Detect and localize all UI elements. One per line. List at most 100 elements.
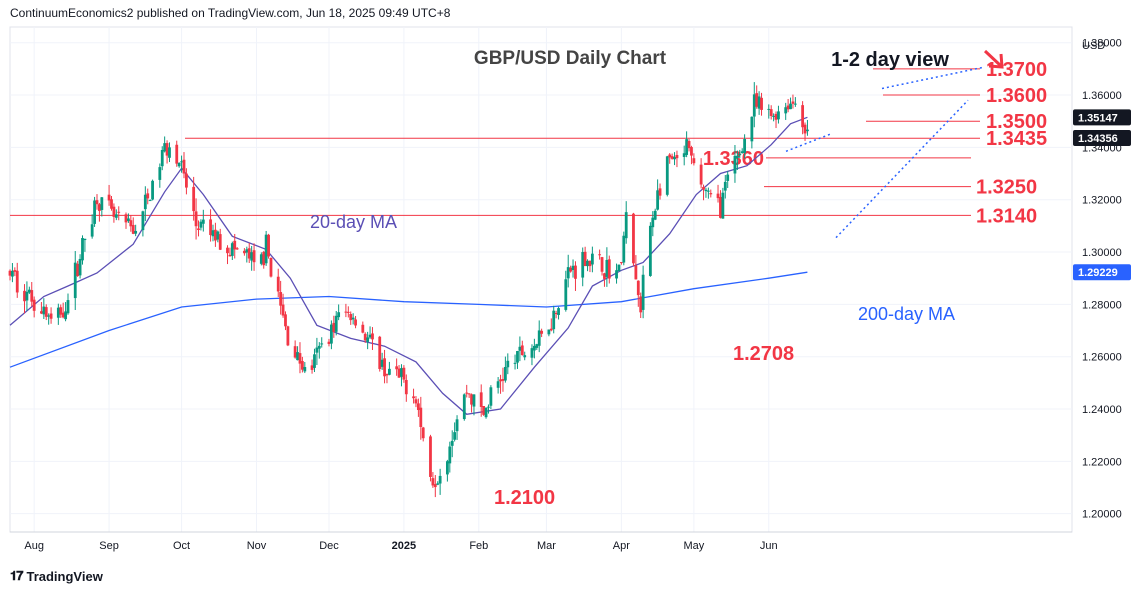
candle-body [151,180,154,200]
candle-body [598,254,602,256]
candle-body [81,238,84,261]
candle-body [438,475,442,484]
candle-body [83,238,87,241]
candle-body [482,406,486,415]
candle-body [607,259,611,279]
candle-body [247,248,251,259]
tradingview-logo-icon: 𝟏𝟕 [10,568,24,583]
level-label: 1.3435 [986,128,1047,150]
candle-body [49,313,53,319]
candle-body [571,265,575,270]
candle-body [588,260,592,267]
candle-body [368,334,372,338]
candle-body [503,366,507,381]
channel-lower [835,99,969,239]
ma20-path [9,116,808,415]
candle-body [95,200,99,205]
candle-body [552,310,556,330]
candle-body [484,407,488,418]
view-label: 1-2 day view [831,49,949,71]
candle-body [755,93,759,107]
candle-body [211,230,215,237]
candle-body [402,367,406,380]
candle-body [44,307,48,317]
candle-body [93,200,96,224]
candle-body [470,394,473,405]
candle-body [303,367,307,372]
y-tick-label: 1.22000 [1082,456,1122,468]
candle-body [685,139,689,155]
candle-body [252,250,256,263]
candle-body [199,221,203,228]
candle-body [419,407,423,428]
candle-body [267,234,270,257]
candle-body [354,319,357,326]
candle-body [383,358,386,377]
candle-body [59,307,63,315]
y-tick-label: 1.32000 [1082,195,1122,207]
candle-body [784,107,788,114]
candle-body [315,347,319,353]
candle-body [177,162,181,167]
candle-body [47,315,51,317]
candle-body [15,270,19,293]
candles [8,82,809,498]
candle-body [549,328,553,331]
candle-body [385,373,389,376]
candle-body [682,153,686,157]
candle-body [530,348,534,358]
low-annotation-1-2100: 1.2100 [494,487,555,509]
candle-body [127,218,130,221]
x-tick-label: Nov [247,540,267,552]
candle-body [554,312,558,314]
candle-body [634,265,638,280]
candle-body [8,270,12,276]
candle-body [801,105,805,128]
candle-body [479,392,483,407]
candle-body [513,362,517,364]
candle-body [416,403,420,411]
candle-body [489,387,493,406]
x-tick-label: Oct [173,540,190,552]
candle-body [400,368,403,377]
candle-body [651,217,655,228]
candle-body [648,225,652,276]
candle-body [42,306,46,315]
candle-body [653,210,657,220]
candle-body [134,230,138,234]
y-tick-label: 1.30000 [1082,247,1122,259]
candle-body [300,361,304,370]
candle-body [467,393,471,395]
candle-body [716,193,720,199]
low-annotation-1-2708: 1.2708 [733,343,794,365]
x-tick-label: Sep [99,540,119,552]
candle-body [455,419,459,432]
y-tick-label: 1.28000 [1082,299,1122,311]
candle-body [216,231,220,240]
candle-body [245,249,249,253]
candle-body [431,478,435,486]
candle-body [619,262,623,264]
candle-body [185,173,188,188]
candle-body [387,368,391,375]
candle-body [13,270,17,272]
candle-body [636,280,640,296]
candle-body [269,257,273,277]
candle-body [574,265,577,279]
candle-body [337,312,341,318]
candle-body [264,234,268,264]
y-tick-label: 1.24000 [1082,404,1122,416]
candle-body [658,188,662,196]
candle-body [366,337,370,342]
candle-body [23,290,26,302]
candle-body [735,155,739,159]
candle-body [194,211,198,227]
candle-body [141,211,145,231]
candle-body [262,251,266,266]
candle-body [803,124,807,134]
y-tick-label: 1.38000 [1082,38,1122,50]
candle-body [233,240,237,250]
candle-body [506,360,510,368]
candle-body [709,193,713,195]
candle-body [64,311,67,320]
